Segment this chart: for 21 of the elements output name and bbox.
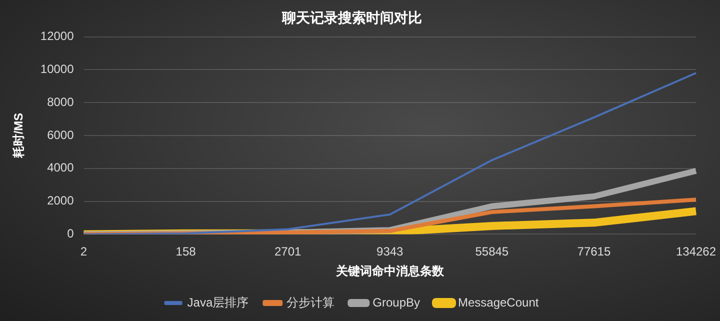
y-tick-label: 2000 (47, 194, 74, 208)
x-tick-label: 158 (176, 244, 196, 259)
y-tick-label: 10000 (40, 62, 74, 76)
x-tick-label: 2701 (274, 244, 302, 259)
legend-label: Java层排序 (187, 295, 249, 310)
x-tick-label: 2 (80, 244, 88, 259)
x-tick-label: 77615 (577, 244, 611, 259)
y-tick-label: 6000 (47, 128, 74, 142)
x-tick-label: 55845 (475, 244, 509, 259)
y-axis-title: 耗时/MS (12, 112, 26, 160)
x-axis-title: 关键词命中消息条数 (334, 264, 445, 278)
legend-label: 分步计算 (286, 295, 335, 310)
y-tick-label: 0 (67, 226, 74, 241)
y-tick-label: 8000 (47, 94, 74, 109)
legend-label: MessageCount (458, 295, 540, 310)
x-tick-label: 9343 (376, 244, 404, 259)
y-tick-label: 12000 (40, 29, 74, 44)
legend-label: GroupBy (372, 295, 420, 310)
x-tick-label: 134262 (676, 244, 716, 259)
y-tick-label: 4000 (47, 160, 74, 175)
chart-title: 聊天记录搜索时间对比 (281, 9, 422, 26)
